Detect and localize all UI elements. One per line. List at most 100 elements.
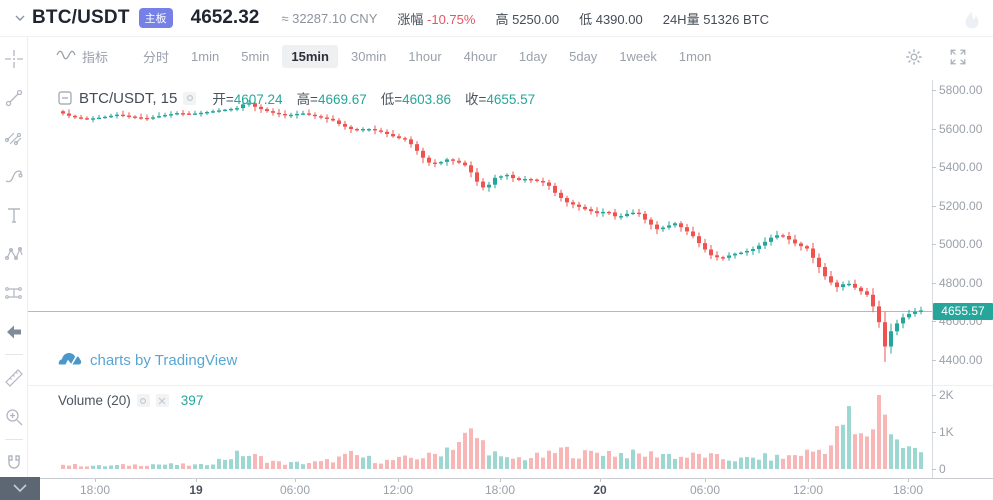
wave-icon (56, 49, 76, 64)
volume-settings-icon[interactable] (136, 394, 150, 407)
price-tick-mark (932, 360, 936, 361)
volume-tick-mark (932, 469, 936, 470)
volume-panel[interactable]: Volume (20) 397 2K 1K 0 (28, 385, 993, 478)
high-label: 高= (296, 92, 318, 107)
exchange-flame-logo-icon (961, 6, 981, 30)
series-visibility-icon[interactable] (183, 91, 197, 105)
ohlc-readout: 开=4607.24 高=4669.67 低=4603.86 收=4655.57 (212, 88, 535, 108)
price-tick-mark (932, 90, 936, 91)
fiat-value: ≈ 32287.10 CNY (281, 10, 378, 26)
price-tick-mark (932, 282, 936, 284)
tradingview-logo-icon (58, 350, 82, 371)
volume-close-icon[interactable] (155, 394, 169, 407)
time-tick-label: 06:00 (689, 483, 721, 497)
time-tick-mark (908, 479, 909, 482)
zoom-in-icon[interactable] (3, 406, 25, 428)
gann-icon[interactable] (3, 126, 25, 148)
time-tick-mark (500, 479, 501, 482)
price-chart-panel[interactable]: BTC/USDT, 15 开=4607.24 高=4669.67 低=4603.… (28, 76, 993, 385)
interval-1min[interactable]: 1min (191, 49, 220, 64)
board-badge: 主板 (138, 8, 173, 28)
interval-4hour[interactable]: 4hour (463, 49, 497, 64)
sidebar-divider (4, 354, 23, 355)
time-tick-label: 18:00 (79, 483, 111, 497)
close-label: 收= (464, 92, 487, 107)
price-tick-label: 4400.00 (939, 353, 983, 367)
price-axis-border (932, 80, 933, 478)
low-label: 低= (380, 92, 403, 107)
current-price-line (28, 311, 932, 312)
indicator-button[interactable]: 指标 (56, 47, 108, 66)
series-title: BTC/USDT, 15 (79, 89, 178, 107)
volume-tick-label: 2K (939, 388, 954, 402)
volume24-value: 51326 BTC (703, 11, 769, 27)
price-tick-label: 5800.00 (939, 83, 983, 97)
brush-icon[interactable] (3, 165, 25, 187)
interval-1mon[interactable]: 1mon (678, 49, 712, 64)
price-tick-mark (932, 128, 936, 130)
price-tick-mark (932, 244, 936, 246)
high-value: 4669.67 (317, 92, 367, 107)
price-tick-label: 5000.00 (939, 237, 983, 252)
high-stat: 高 5250.00 (495, 9, 559, 28)
arrow-left-icon[interactable] (3, 321, 25, 343)
volume-value: 397 (180, 393, 204, 408)
price-tick-mark (932, 167, 936, 169)
tradingview-watermark[interactable]: charts by TradingView (58, 350, 237, 371)
time-tick-label: 12:00 (792, 483, 824, 497)
crosshair-icon[interactable] (3, 48, 25, 70)
change-label: 涨幅 (397, 11, 424, 27)
interval-1hour[interactable]: 1hour (408, 49, 442, 64)
change-stat: 涨幅 -10.75% (397, 9, 475, 28)
collapse-timeframe-button[interactable] (0, 477, 40, 500)
price-tick-label: 4800.00 (939, 275, 983, 290)
open-value: 4607.24 (233, 92, 283, 107)
low-stat: 低 4390.00 (579, 9, 643, 28)
magnet-icon[interactable] (3, 452, 25, 474)
position-icon[interactable] (3, 282, 25, 304)
trend-line-icon[interactable] (3, 87, 25, 109)
price-tick-mark (932, 321, 936, 323)
time-tick-label: 20 (593, 483, 607, 497)
time-tick-mark (196, 479, 197, 482)
time-tick-label: 12:00 (382, 483, 414, 497)
time-tick-mark (398, 479, 399, 482)
time-tick-label: 18:00 (892, 483, 924, 497)
time-tick-mark (705, 479, 706, 482)
volume24-label: 24H量 (662, 11, 700, 27)
low-label: 低 (579, 11, 593, 27)
time-tick-label: 06:00 (279, 483, 311, 497)
fullscreen-icon[interactable] (949, 48, 967, 66)
ruler-icon[interactable] (3, 367, 25, 389)
drawing-tools-sidebar (0, 37, 28, 500)
current-price-tag: 4655.57 (933, 303, 993, 320)
price-tick-label: 5600.00 (939, 121, 983, 136)
time-tick-label: 18:00 (484, 483, 516, 497)
text-icon[interactable] (3, 204, 25, 226)
symbol-dropdown-chevron-icon[interactable] (14, 12, 26, 24)
chart-toolbar: 指标 分时 1min 5min 15min 30min 1hour 4hour 1day 5da… (28, 37, 993, 76)
interval-15min[interactable]: 15min (282, 45, 338, 68)
interval-分时[interactable]: 分时 (143, 50, 170, 65)
time-axis[interactable]: 18:00 19 06:00 12:00 18:00 20 06:00 12:00 18:00 (0, 478, 993, 500)
interval-5min[interactable]: 5min (241, 49, 270, 64)
time-tick-mark (295, 479, 296, 482)
symbol-name[interactable]: BTC/USDT (32, 7, 130, 28)
symbol-header: BTC/USDT 主板 4652.32 ≈ 32287.10 CNY 涨幅 -1… (0, 0, 993, 37)
indicator-label: 指标 (82, 50, 109, 65)
collapse-pane-icon[interactable] (58, 91, 72, 105)
high-value: 5250.00 (512, 11, 560, 27)
change-value: -10.75% (427, 11, 476, 27)
candles-layer (61, 99, 923, 362)
interval-1day[interactable]: 1day (518, 49, 548, 64)
volume-tick-label: 0 (939, 462, 946, 476)
low-value: 4603.86 (402, 92, 451, 107)
xabcd-icon[interactable] (3, 243, 25, 265)
volume-tick-mark (932, 432, 936, 433)
interval-5day[interactable]: 5day (569, 49, 598, 64)
time-tick-mark (808, 479, 809, 482)
gear-icon[interactable] (905, 48, 923, 66)
interval-30min[interactable]: 30min (350, 49, 387, 64)
interval-1week[interactable]: 1week (619, 49, 657, 64)
